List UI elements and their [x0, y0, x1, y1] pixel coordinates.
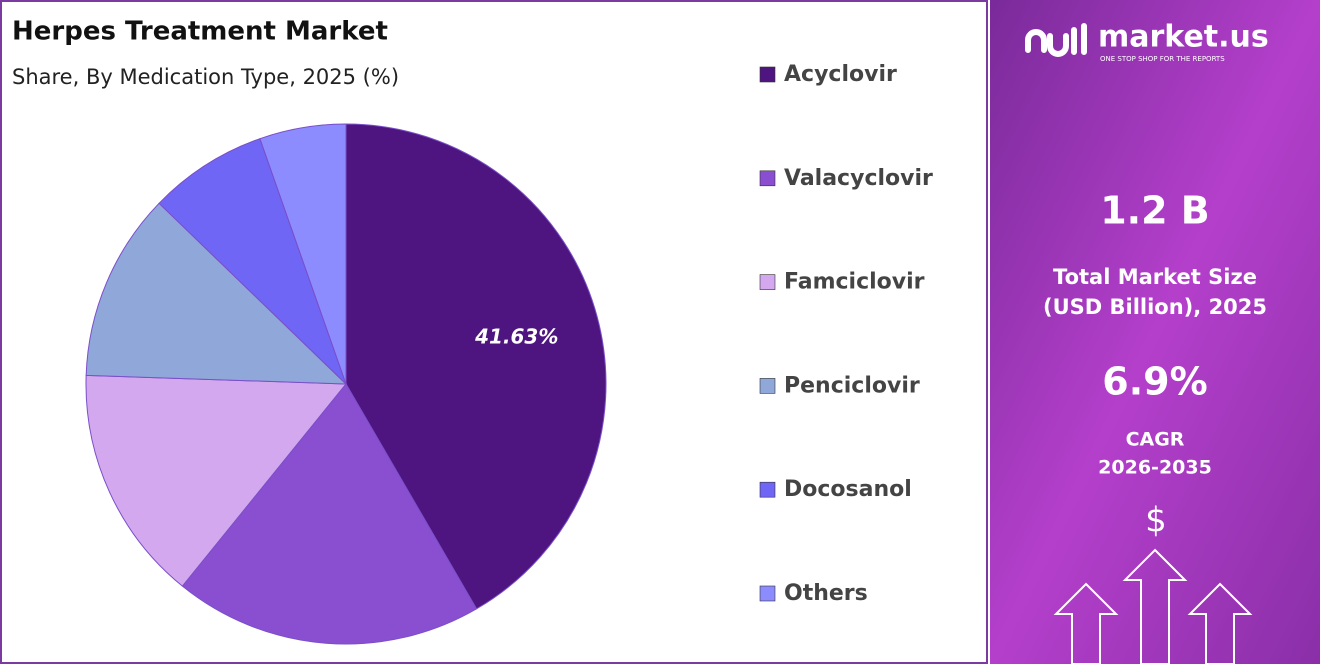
data-label: 41.63%	[474, 325, 558, 349]
cagr: 6.9%	[1102, 360, 1207, 404]
market-size-label: (USD Billion), 2025	[1043, 295, 1267, 319]
legend-swatch	[759, 481, 776, 498]
legend-label: Famciclovir	[784, 270, 925, 295]
logo	[1025, 23, 1087, 57]
pie-slice	[345, 123, 607, 610]
market-size-label: Total Market Size	[1053, 265, 1257, 289]
legend-label: Valacyclovir	[784, 166, 933, 191]
side-panel	[990, 0, 1320, 664]
legend-swatch	[759, 274, 776, 290]
legend-label: Penciclovir	[784, 373, 920, 398]
cagr-label: CAGR	[1126, 429, 1185, 451]
legend: Acyclovir Valacyclovir Famciclovir Penciclo…	[759, 62, 933, 606]
currency-icon: $	[1145, 501, 1167, 541]
cagr-label: 2026-2035	[1098, 457, 1212, 479]
pie: 41.63%	[85, 123, 607, 645]
pie-slice	[85, 202, 348, 385]
chart-title: Herpes Treatment Market	[12, 17, 388, 47]
legend-label: Docosanol	[784, 477, 912, 502]
legend-label: Others	[784, 581, 868, 606]
legend-swatch	[759, 378, 776, 394]
legend-swatch	[759, 170, 776, 187]
tagline: ONE STOP SHOP FOR THE REPORTS	[1100, 55, 1225, 63]
legend-label: Acyclovir	[784, 62, 897, 87]
pie-slice	[158, 138, 347, 385]
legend-swatch	[759, 585, 776, 602]
pie-slice	[259, 123, 347, 385]
chart-subtitle: Share, By Medication Type, 2025 (%)	[12, 65, 399, 89]
pie-slice	[85, 374, 348, 587]
brand: market.us	[1098, 20, 1269, 55]
market-size: 1.2 B	[1100, 189, 1210, 233]
pie-slice	[181, 383, 478, 645]
legend-swatch	[759, 66, 776, 83]
